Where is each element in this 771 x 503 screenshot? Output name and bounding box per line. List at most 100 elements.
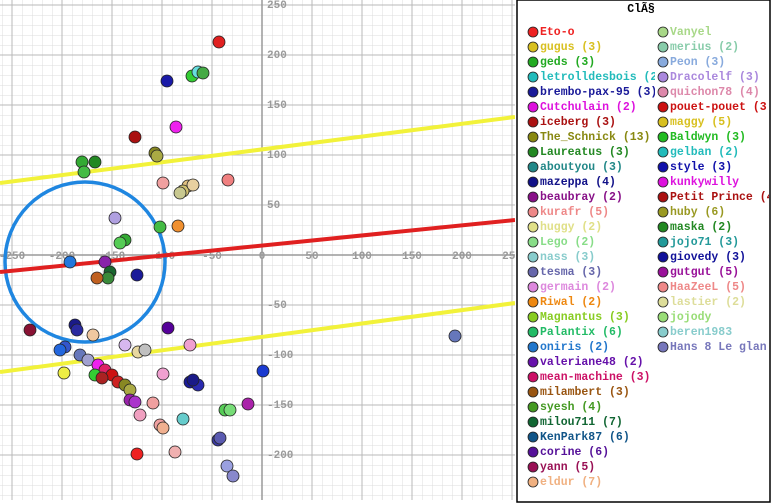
legend-marker: [657, 326, 669, 338]
legend-label: syesh (4): [540, 401, 602, 414]
point: [53, 343, 67, 357]
legend-label: mean-machine (3): [540, 371, 650, 384]
legend-label: kunkywilly: [670, 176, 739, 189]
legend-marker: [657, 311, 669, 323]
point: [118, 338, 132, 352]
legend-marker: [657, 296, 669, 308]
legend-label: Peon (3): [670, 56, 725, 69]
y-tick-label: -200: [267, 450, 293, 462]
legend-box: [516, 0, 771, 503]
point: [128, 395, 142, 409]
legend-label: Cutchulain (2): [540, 101, 637, 114]
legend-label: milou711 (7): [540, 416, 623, 429]
point: [98, 255, 112, 269]
point: [161, 321, 175, 335]
point: [90, 271, 104, 285]
legend-marker: [657, 191, 669, 203]
legend-label: Magnantus (3): [540, 311, 630, 324]
y-tick-label: -100: [267, 350, 293, 362]
legend-label: Hans 8 Le glan: [670, 341, 767, 354]
legend-label: brembo-pax-95 (3): [540, 86, 657, 99]
minor-grid: [0, 0, 515, 500]
point: [183, 338, 197, 352]
point: [113, 236, 127, 250]
point: [150, 149, 164, 163]
legend-marker: [657, 146, 669, 158]
legend-marker: [527, 236, 539, 248]
legend-label: Dracolelf (3): [670, 71, 760, 84]
legend-label: lastier (2): [670, 296, 746, 309]
point: [223, 403, 237, 417]
legend-label: style (3): [670, 161, 732, 174]
legend-marker: [527, 206, 539, 218]
legend-marker: [657, 161, 669, 173]
legend-label: HaaZeeL (5): [670, 281, 746, 294]
point: [128, 130, 142, 144]
legend-label: giovedy (3): [670, 251, 746, 264]
point: [133, 408, 147, 422]
x-tick-label: 0: [259, 251, 266, 263]
legend-column: Eto-o gugus (3) geds (3) letrolldesbois (2 b…: [527, 26, 657, 489]
legend-marker: [527, 386, 539, 398]
legend-label: KenPark87 (6): [540, 431, 630, 444]
legend-label: nass (3): [540, 251, 595, 264]
point: [160, 74, 174, 88]
legend-marker: [657, 116, 669, 128]
legend-label: merius (2): [670, 41, 739, 54]
legend-label: Riwal (2): [540, 296, 602, 309]
point: [108, 211, 122, 225]
legend-label: mazeppa (4): [540, 176, 616, 189]
legend-marker: [657, 56, 669, 68]
legend-label: letrolldesbois (2: [540, 71, 657, 84]
legend-label: geds (3): [540, 56, 595, 69]
legend-marker: [657, 26, 669, 38]
legend-marker: [657, 206, 669, 218]
legend-column: Vanyel merius (2) Peon (3) Dracolelf (3) qui…: [657, 26, 771, 354]
legend-marker: [527, 26, 539, 38]
trend-line: [0, 218, 515, 274]
point: [226, 469, 240, 483]
point: [81, 353, 95, 367]
legend-marker: [657, 86, 669, 98]
point: [77, 165, 91, 179]
point: [171, 219, 185, 233]
legend-marker: [527, 371, 539, 383]
x-tick-label: 250: [502, 251, 522, 263]
legend-marker: [527, 116, 539, 128]
point: [173, 186, 187, 200]
legend-label: Eto-o: [540, 26, 575, 39]
legend-marker: [657, 236, 669, 248]
legend-marker: [657, 41, 669, 53]
legend-marker: [657, 251, 669, 263]
y-tick-label: 100: [267, 150, 287, 162]
legend-marker: [527, 221, 539, 233]
legend-label: tesma (3): [540, 266, 602, 279]
point: [256, 364, 270, 378]
highlight-circle: [3, 180, 167, 344]
legend-marker: [527, 176, 539, 188]
legend-marker: [527, 251, 539, 263]
legend-label: kurafr (5): [540, 206, 609, 219]
legend-label: Petit Prince (4: [670, 191, 771, 204]
legend-marker: [527, 131, 539, 143]
y-tick-label: 50: [267, 200, 280, 212]
point: [86, 328, 100, 342]
legend-marker: [527, 161, 539, 173]
point: [221, 173, 235, 187]
legend-label: Lego (2): [540, 236, 595, 249]
legend-label: pouet-pouet (3: [670, 101, 767, 114]
legend-marker: [657, 176, 669, 188]
point: [101, 271, 115, 285]
point: [23, 323, 37, 337]
point: [70, 323, 84, 337]
legend-marker: [657, 281, 669, 293]
legend-label: beren1983: [670, 326, 732, 339]
legend-marker: [657, 101, 669, 113]
point: [196, 66, 210, 80]
legend-marker: [527, 41, 539, 53]
legend-marker: [527, 86, 539, 98]
point: [130, 447, 144, 461]
legend-marker: [527, 146, 539, 158]
legend-marker: [657, 266, 669, 278]
legend-marker: [527, 191, 539, 203]
